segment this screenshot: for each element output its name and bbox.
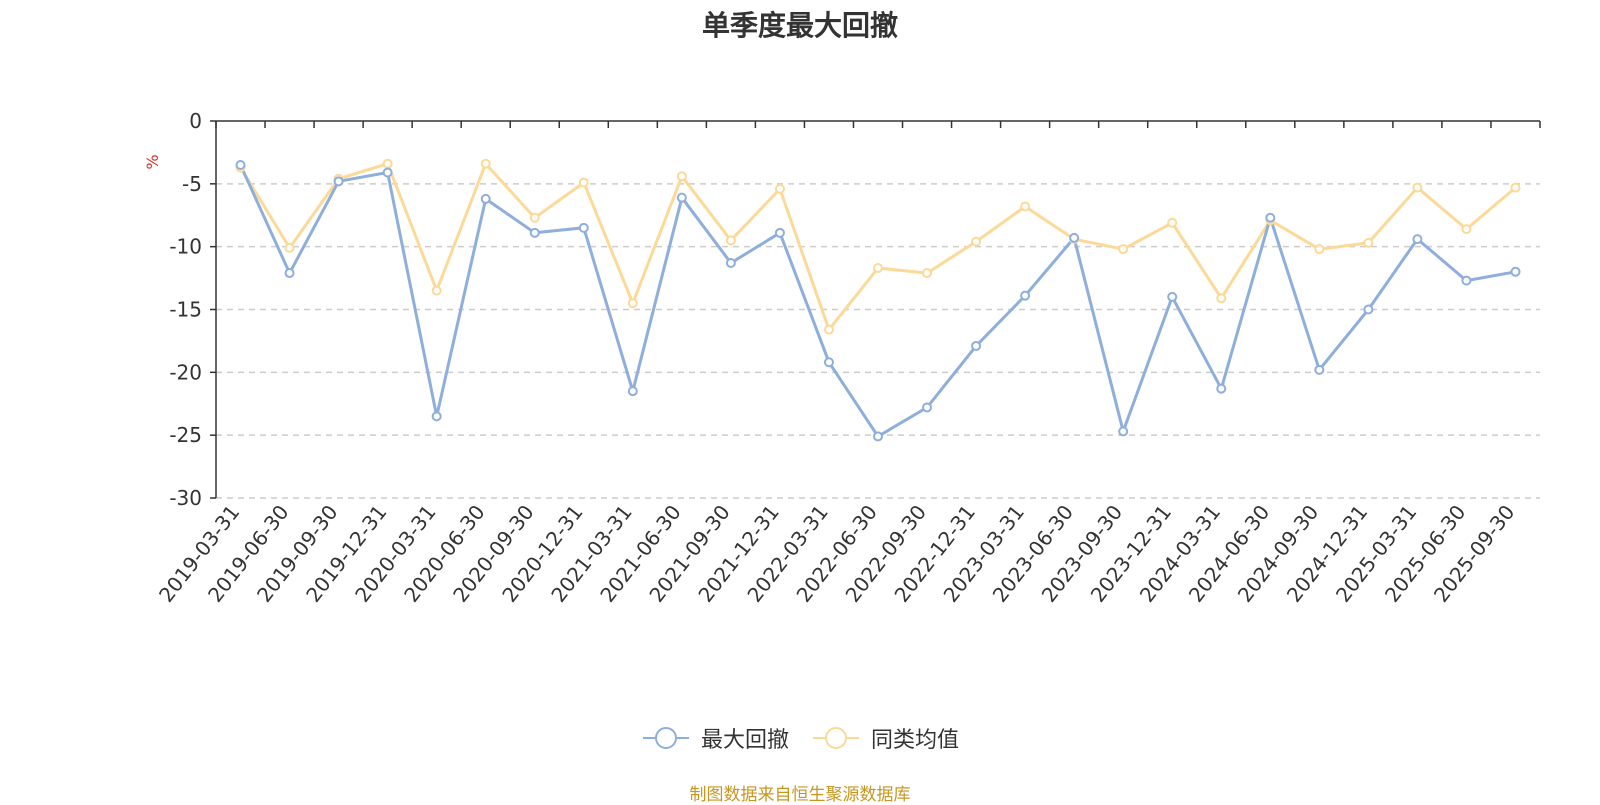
grid-lines <box>216 183 1540 499</box>
data-point[interactable] <box>529 227 540 238</box>
data-point[interactable] <box>873 431 883 442</box>
legend-label: 最大回撤 <box>700 728 789 753</box>
data-point[interactable] <box>1412 234 1423 245</box>
data-point[interactable] <box>382 158 393 169</box>
data-point[interactable] <box>1510 266 1521 277</box>
y-tick-label: -20 <box>169 360 202 384</box>
data-point[interactable] <box>1363 237 1374 248</box>
data-point[interactable] <box>1265 212 1276 223</box>
y-tick-label: -25 <box>169 423 202 447</box>
data-point[interactable] <box>1069 232 1080 243</box>
data-point[interactable] <box>873 263 883 274</box>
y-tick-label: 0 <box>189 109 202 133</box>
series-lines <box>239 162 1517 438</box>
data-point[interactable] <box>1167 291 1178 302</box>
data-point[interactable] <box>922 402 933 413</box>
y-axis-label: % <box>143 154 162 169</box>
data-point[interactable] <box>1216 383 1227 394</box>
data-point[interactable] <box>823 357 834 368</box>
series-line <box>239 164 1516 438</box>
legend-label: 同类均值 <box>871 728 960 753</box>
legend-item[interactable]: 同类均值 <box>811 722 959 754</box>
data-point[interactable] <box>578 177 589 188</box>
data-point[interactable] <box>1314 364 1325 375</box>
data-point[interactable] <box>971 236 982 247</box>
legend: 最大回撤 同类均值 <box>0 722 1600 754</box>
data-point[interactable] <box>1020 201 1031 212</box>
data-point[interactable] <box>284 242 295 253</box>
data-point[interactable] <box>725 258 736 269</box>
data-point[interactable] <box>627 386 638 397</box>
data-point[interactable] <box>1020 290 1031 301</box>
data-point[interactable] <box>1216 293 1227 304</box>
legend-item[interactable]: 最大回撤 <box>641 722 789 754</box>
data-point[interactable] <box>725 235 736 246</box>
data-point[interactable] <box>774 227 785 238</box>
data-point[interactable] <box>823 324 834 335</box>
chart-title: 单季度最大回撤 <box>701 9 898 42</box>
data-point[interactable] <box>529 212 540 223</box>
data-point[interactable] <box>774 183 785 194</box>
data-point[interactable] <box>382 167 393 178</box>
data-point[interactable] <box>1461 275 1472 286</box>
legend-swatch <box>642 727 689 749</box>
y-tick-label: -15 <box>169 298 202 322</box>
data-point[interactable] <box>578 222 589 233</box>
data-point[interactable] <box>1167 217 1178 228</box>
data-point[interactable] <box>431 411 442 422</box>
data-point[interactable] <box>480 193 491 204</box>
data-point[interactable] <box>480 158 491 169</box>
y-tick-label: -10 <box>169 235 202 259</box>
y-tick-label: -5 <box>182 172 202 196</box>
data-point[interactable] <box>1461 224 1472 235</box>
data-point[interactable] <box>1363 304 1374 315</box>
data-point[interactable] <box>1412 182 1423 193</box>
data-point[interactable] <box>333 176 344 187</box>
data-point[interactable] <box>676 171 687 182</box>
data-point[interactable] <box>1118 426 1129 437</box>
data-point[interactable] <box>922 268 933 279</box>
source-note: 制图数据来自恒生聚源数据库 <box>689 785 911 805</box>
data-point[interactable] <box>971 340 982 351</box>
data-point[interactable] <box>431 285 442 296</box>
data-point[interactable] <box>676 192 687 203</box>
y-tick-label: -30 <box>169 486 202 510</box>
data-point[interactable] <box>235 159 246 170</box>
data-point[interactable] <box>284 268 295 279</box>
data-point[interactable] <box>1510 182 1521 193</box>
data-points <box>235 158 1521 442</box>
data-point[interactable] <box>627 298 638 309</box>
line-chart: 0-5-10-15-20-25-302019-03-312019-06-3020… <box>143 109 1541 607</box>
data-point[interactable] <box>1314 244 1325 255</box>
legend-swatch <box>813 727 859 749</box>
data-point[interactable] <box>1118 244 1129 255</box>
